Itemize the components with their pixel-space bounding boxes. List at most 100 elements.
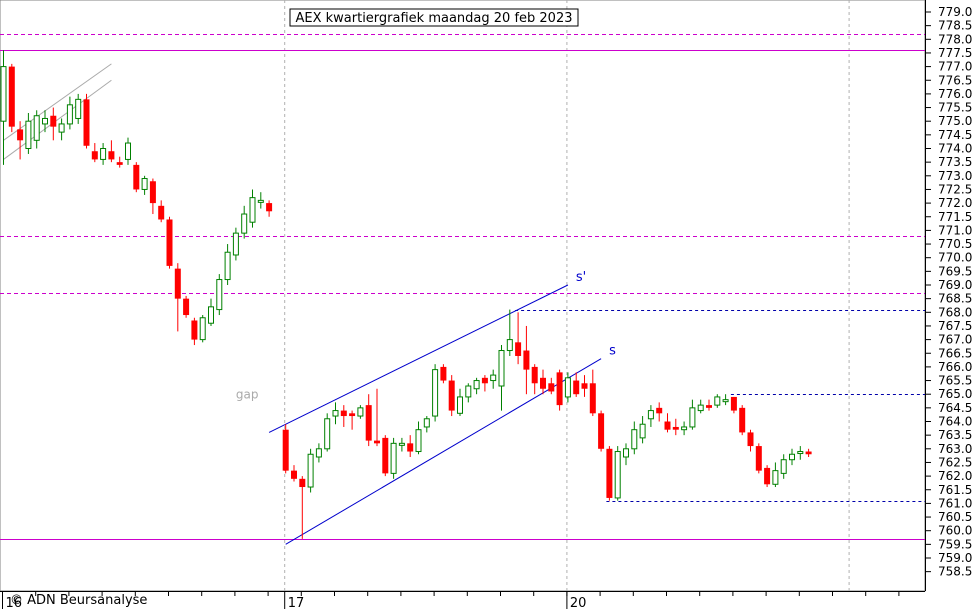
y-tick-label-23: 767.5 [938, 319, 972, 333]
candle-9 [75, 93, 82, 124]
y-tick-label-20: 769.0 [938, 278, 972, 292]
candle-body [125, 142, 131, 160]
candle-body [17, 129, 24, 141]
candle-68 [564, 372, 571, 403]
candle-body [448, 380, 455, 411]
candle-body [672, 426, 679, 430]
candle-body [523, 350, 530, 370]
candle-94 [780, 454, 787, 479]
candle-31 [257, 192, 264, 209]
candle-36 [299, 476, 306, 539]
candle-12 [100, 143, 107, 165]
chart-title: AEX kwartiergrafiek maandag 20 feb 2023 [295, 11, 572, 26]
y-tick-label-38: 760.0 [938, 524, 972, 538]
candle-body [42, 117, 48, 125]
candle-2 [17, 121, 24, 160]
candle-body [631, 429, 638, 450]
candle-45 [374, 388, 380, 447]
candle-body [257, 199, 264, 203]
candle-body [216, 279, 223, 311]
candle-26 [216, 274, 223, 316]
x-axis: 16 17 20 [0, 591, 925, 610]
candle-body [332, 410, 339, 417]
candle-60 [498, 345, 505, 411]
y-tick-label-28: 765.0 [938, 387, 972, 401]
y-tick-label-39: 759.5 [938, 537, 972, 551]
candle-body [598, 413, 605, 449]
candle-32 [266, 200, 273, 217]
candle-body [465, 385, 472, 398]
y-tick-label-29: 764.5 [938, 401, 972, 415]
candle-5 [42, 110, 48, 133]
candle-body [722, 399, 729, 403]
candle-66 [548, 377, 555, 395]
x-tick-label-1: 17 [288, 596, 305, 610]
y-tick-label-5: 776.5 [938, 73, 972, 87]
candle-body [282, 429, 289, 471]
candle-body [324, 418, 331, 450]
candle-body [407, 443, 414, 452]
y-tick-label-16: 771.0 [938, 223, 972, 237]
y-tick-label-2: 778.0 [938, 32, 972, 46]
candle-76 [631, 421, 638, 455]
candle-64 [531, 364, 538, 395]
y-tick-label-21: 768.5 [938, 292, 972, 306]
candle-body [50, 115, 57, 127]
candle-18 [149, 178, 156, 215]
y-tick-label-27: 765.5 [938, 374, 972, 388]
y-tick-label-37: 760.5 [938, 510, 972, 524]
candle-72 [598, 410, 605, 452]
candle-54 [448, 375, 455, 417]
candle-body [374, 440, 380, 444]
candle-body [755, 446, 762, 471]
y-tick-label-11: 773.5 [938, 155, 972, 169]
y-tick-label-18: 770.0 [938, 251, 972, 265]
candle-50 [415, 421, 422, 455]
candle-body [689, 407, 696, 428]
y-tick-label-15: 771.5 [938, 210, 972, 224]
candle-61 [506, 309, 513, 356]
title-box [289, 8, 579, 27]
x-tick-label-0: 16 [6, 596, 23, 610]
candle-body [805, 451, 812, 455]
candle-body [706, 405, 712, 408]
candle-17 [141, 175, 148, 195]
candle-77 [639, 416, 646, 444]
candle-24 [199, 315, 206, 343]
candle-49 [407, 435, 414, 457]
candle-84 [697, 399, 704, 414]
y-tick-label-12: 773.0 [938, 169, 972, 183]
candle-62 [515, 312, 522, 365]
candle-body [515, 342, 522, 356]
candle-0 [0, 50, 7, 165]
grid [284, 0, 850, 591]
candle-body [158, 205, 165, 220]
candle-body [357, 407, 364, 417]
y-tick-label-40: 759.0 [938, 551, 972, 565]
candle-40 [332, 402, 339, 425]
candle-body [25, 120, 32, 149]
candle-47 [390, 437, 397, 479]
candle-85 [706, 399, 712, 411]
candle-body [647, 410, 654, 420]
candle-4 [33, 110, 40, 149]
y-tick-label-14: 772.0 [938, 196, 972, 210]
y-tick-label-4: 777.0 [938, 60, 972, 74]
candle-body [606, 448, 613, 498]
candle-34 [282, 424, 289, 474]
candle-body [614, 451, 621, 499]
candle-52 [432, 364, 439, 422]
candles [0, 50, 812, 539]
candle-56 [465, 383, 472, 403]
candle-97 [805, 448, 812, 457]
candle-body [473, 380, 480, 390]
plot-area [0, 0, 926, 592]
annotation-gap: gap [236, 388, 259, 402]
candle-41 [340, 405, 347, 427]
candle-body [199, 317, 206, 341]
candle-83 [689, 399, 696, 430]
y-tick-label-8: 775.0 [938, 114, 972, 128]
y-tick-label-7: 775.5 [938, 101, 972, 115]
candle-body [307, 453, 314, 488]
y-tick-label-36: 761.0 [938, 496, 972, 510]
